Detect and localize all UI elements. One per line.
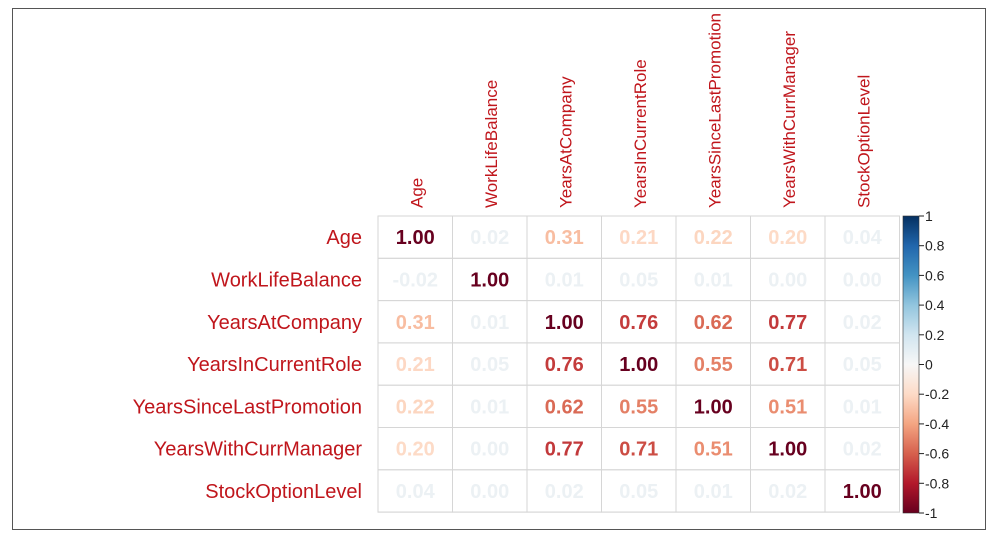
heatmap-cell-value: 0.20 [396,439,435,461]
row-label: YearsWithCurrManager [154,439,363,461]
colorbar-tick-label: -0.8 [925,475,949,491]
heatmap-cell-value: 0.04 [396,481,436,503]
colorbar-tick-label: 0.4 [925,297,945,313]
row-label: Age [326,227,362,249]
colorbar-tick-label: -0.6 [925,446,949,462]
heatmap-cell-value: 0.21 [619,227,658,249]
column-label: Age [407,178,426,208]
column-label: YearsAtCompany [556,76,575,208]
colorbar [902,215,920,514]
heatmap-cell-value: 1.00 [619,354,658,376]
heatmap-cell-value: 1.00 [694,396,733,418]
grid-background [377,215,900,513]
column-label: YearsWithCurrManager [780,31,799,208]
row-label: StockOptionLevel [205,481,362,503]
column-label: YearsSinceLastPromotion [705,13,724,208]
heatmap-cell-value: 0.01 [470,312,509,334]
colorbar-tick-label: 0.2 [925,327,945,343]
heatmap-cell-value: 0.02 [843,439,882,461]
heatmap-cell-value: 0.22 [396,396,435,418]
row-label: WorkLifeBalance [211,269,362,291]
colorbar-tick-label: -0.4 [925,416,949,432]
colorbar-tick-label: 0 [925,357,933,373]
colorbar-tick-label: -1 [925,505,938,521]
colorbar-tick-label: 1 [925,208,933,224]
row-label: YearsSinceLastPromotion [133,396,362,418]
heatmap-cell-value: 0.76 [545,354,584,376]
heatmap-cell-value: 0.77 [545,439,584,461]
heatmap-cell-value: 0.21 [396,354,435,376]
heatmap-cell-value: -0.02 [392,269,438,291]
colorbar-tick-label: -0.2 [925,386,949,402]
heatmap-cell-value: 0.01 [843,396,882,418]
heatmap-cell-value: 0.01 [694,481,733,503]
heatmap-cell-value: 0.02 [470,227,509,249]
heatmap-cell-value: 0.00 [843,269,882,291]
heatmap-cell-value: 0.51 [694,439,733,461]
row-label: YearsInCurrentRole [187,354,362,376]
heatmap-cell-value: 0.05 [843,354,882,376]
heatmap-cell-value: 0.55 [694,354,733,376]
heatmap-cell-value: 0.05 [619,269,658,291]
heatmap-cell-value: 0.05 [619,481,658,503]
heatmap-cell-value: 0.22 [694,227,733,249]
heatmap-cell-value: 0.00 [470,439,509,461]
heatmap-cell-value: 1.00 [768,439,807,461]
heatmap-cell-value: 0.20 [768,227,807,249]
heatmap-cell-value: 0.04 [843,227,883,249]
heatmap-cell-value: 1.00 [545,312,584,334]
column-label: YearsInCurrentRole [631,59,650,208]
heatmap-cell-value: 0.71 [768,354,807,376]
heatmap-cell-value: 1.00 [843,481,882,503]
heatmap-cell-value: 0.55 [619,396,658,418]
heatmap-cell-value: 0.77 [768,312,807,334]
column-label: WorkLifeBalance [482,80,501,208]
heatmap-cell-value: 0.00 [768,269,807,291]
heatmap-cell-value: 0.05 [470,354,509,376]
heatmap-cell-value: 0.31 [396,312,435,334]
heatmap-cell-value: 0.01 [694,269,733,291]
heatmap-cell-value: 0.51 [768,396,807,418]
heatmap-cell-value: 0.76 [619,312,658,334]
heatmap-cell-value: 1.00 [396,227,435,249]
colorbar-tick-label: 0.8 [925,238,945,254]
heatmap-cell-value: 0.62 [694,312,733,334]
heatmap-cell-value: 0.71 [619,439,658,461]
heatmap-cell-value: 1.00 [470,269,509,291]
row-label: YearsAtCompany [207,312,362,334]
heatmap-cell-value: 0.01 [470,396,509,418]
heatmap-cell-value: 0.02 [545,481,584,503]
heatmap-cell-value: 0.02 [768,481,807,503]
heatmap-cell-value: 0.62 [545,396,584,418]
heatmap-cell-value: 0.02 [843,312,882,334]
column-label: StockOptionLevel [854,75,873,208]
heatmap-cell-value: 0.00 [470,481,509,503]
heatmap-cell-value: 0.01 [545,269,584,291]
heatmap-cell-value: 0.31 [545,227,584,249]
colorbar-tick-label: 0.6 [925,267,945,283]
heatmap-cell-border [824,469,900,513]
